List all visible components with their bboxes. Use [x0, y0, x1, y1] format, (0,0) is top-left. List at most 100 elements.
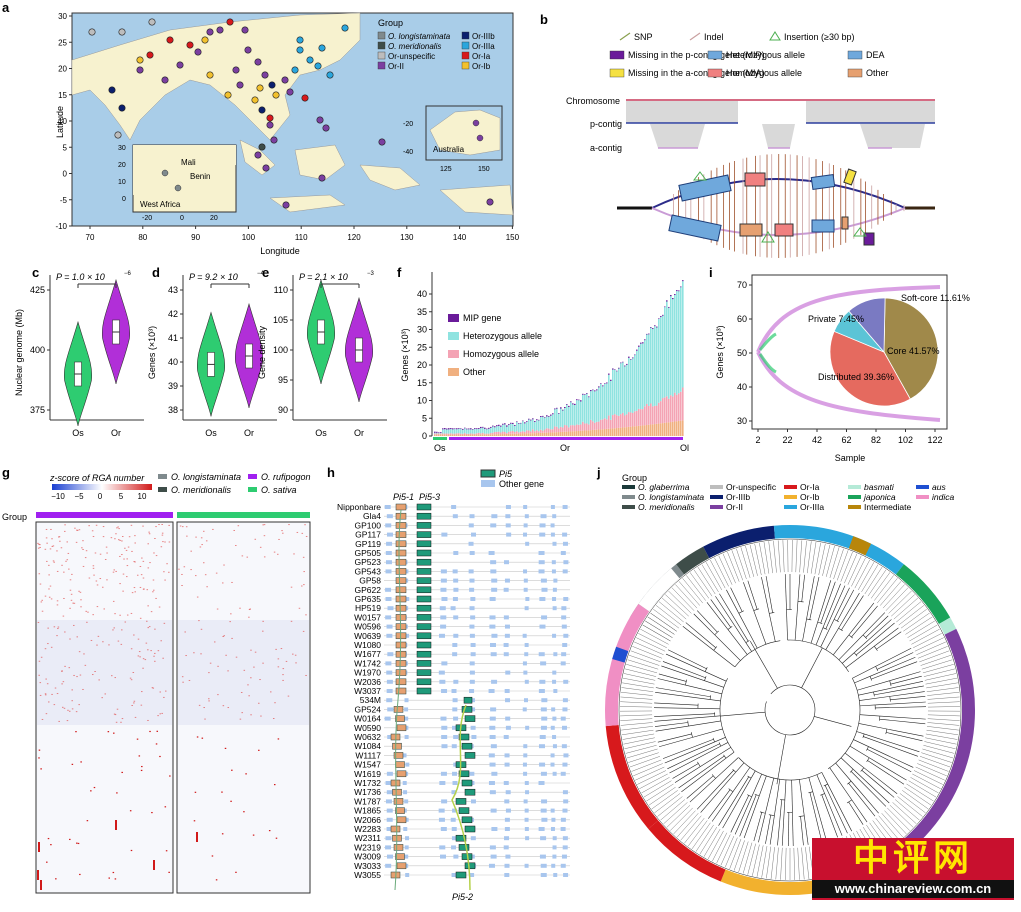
watermark-url: www.chinareview.com.cn — [812, 880, 1014, 898]
j-tree-branch — [810, 577, 819, 619]
j-tip-label — [899, 605, 924, 625]
map-xtick-label: 70 — [86, 233, 95, 242]
i-xlabel: Sample — [835, 453, 866, 463]
h-other-gene — [387, 772, 393, 776]
f-bar-segment — [626, 427, 628, 436]
h-other-gene — [490, 763, 496, 767]
f-bar-segment — [542, 431, 544, 433]
j-group-ring-segment — [606, 725, 659, 829]
g-heatmap-cell — [45, 648, 47, 649]
f-bar-segment — [634, 355, 636, 356]
f-bar-segment — [662, 316, 664, 398]
h-pi5-2-gene — [462, 817, 472, 823]
f-bar-segment — [578, 400, 580, 401]
j-tip-label — [642, 777, 670, 793]
g-heatmap-cell — [134, 591, 136, 592]
h-other-gene — [523, 753, 527, 757]
f-bar-segment — [564, 432, 566, 436]
map-sample-dot — [89, 29, 95, 35]
f-bar-segment — [450, 435, 452, 436]
g-heatmap-cell — [40, 695, 42, 696]
f-bar-segment — [526, 421, 528, 422]
g-heatmap-cell — [202, 738, 204, 739]
h-pi5-2-gene — [465, 863, 475, 869]
f-bar-segment — [608, 374, 610, 375]
j-tip-label — [924, 669, 955, 677]
map-legend-label: O. meridionalis — [388, 42, 441, 51]
g-heatmap-cell — [235, 545, 237, 546]
g-heatmap-cell — [154, 629, 156, 630]
g-heatmap-cell — [59, 541, 61, 542]
g-heatmap-cell — [281, 648, 283, 649]
inset-africa-xtick: 0 — [180, 215, 184, 222]
g-heatmap-cell — [169, 541, 171, 542]
h-other-gene — [489, 753, 495, 757]
f-bar-segment — [654, 424, 656, 436]
g-heatmap-cell — [90, 790, 92, 791]
g-heatmap-cell — [46, 543, 48, 544]
g-heatmap-cell — [134, 542, 136, 543]
i-ytick-label: 60 — [737, 314, 747, 324]
g-heatmap-cell — [197, 736, 199, 737]
f-bar-segment — [592, 421, 594, 430]
f-bar-segment — [660, 423, 662, 436]
g-heatmap-cell — [164, 580, 166, 581]
g-heatmap-cell — [114, 569, 116, 570]
g-heatmap-cell — [133, 635, 135, 636]
g-heatmap-cell — [74, 528, 76, 529]
h-other-gene — [563, 873, 568, 877]
g-heatmap-cell — [182, 526, 184, 527]
inset-africa-xtick: 20 — [210, 215, 218, 222]
h-other-gene — [405, 763, 409, 767]
g-heatmap-cell — [221, 792, 223, 793]
g-heatmap-cell — [105, 693, 107, 694]
f-ytick-label: 20 — [417, 360, 427, 370]
f-bar-segment — [582, 395, 584, 422]
g-heatmap-cell — [243, 811, 245, 812]
violin-ytick-label: 38 — [168, 405, 178, 415]
g-heatmap-cell — [57, 693, 59, 694]
h-other-gene — [440, 625, 446, 629]
h-other-gene — [386, 671, 392, 675]
h-pi5-1-gene — [397, 725, 406, 731]
g-heatmap-cell — [262, 621, 264, 622]
j-tip-label — [880, 581, 901, 605]
h-pi5-1-gene — [393, 743, 402, 749]
g-heatmap-cell — [161, 546, 163, 547]
j-tree-branch — [875, 702, 926, 705]
j-tree-branch — [804, 816, 808, 845]
h-other-gene — [525, 818, 529, 822]
j-tip-label — [628, 660, 659, 669]
h-pi5-1-gene — [396, 559, 406, 565]
f-bar-segment — [656, 406, 658, 424]
h-other-gene — [453, 615, 458, 619]
f-bar-segment — [434, 434, 436, 435]
j-legend-label: basmati — [864, 482, 895, 492]
h-other-gene — [471, 799, 476, 803]
h-other-gene — [551, 818, 555, 822]
j-tree-arc — [769, 612, 774, 613]
h-sample-rows: NipponbareGla4GP100GP117GP119GP505GP523G… — [337, 502, 570, 890]
h-other-gene — [504, 560, 509, 564]
j-tip-label — [684, 818, 704, 843]
g-heatmap-cell — [89, 578, 91, 579]
map-sample-dot — [259, 107, 265, 113]
panel-j-letter: j — [596, 465, 601, 480]
h-other-gene — [470, 514, 475, 518]
f-bar-segment — [616, 371, 618, 415]
j-tip-label — [621, 697, 653, 699]
g-heatmap-cell — [247, 684, 249, 685]
g-heatmap-cell — [201, 544, 203, 545]
g-heatmap-cell — [278, 658, 280, 659]
heterozygous-block — [812, 220, 834, 232]
map-sample-dot — [207, 29, 213, 35]
f-bar-segment — [538, 420, 540, 421]
f-bar-segment — [484, 428, 486, 429]
h-other-gene — [539, 827, 545, 831]
g-heatmap-cell — [157, 731, 159, 732]
j-tree-branch — [666, 654, 705, 672]
h-other-gene — [504, 588, 509, 592]
b-legend-label: Homozygous allele — [726, 68, 802, 78]
h-pi5-3-gene — [417, 624, 431, 630]
